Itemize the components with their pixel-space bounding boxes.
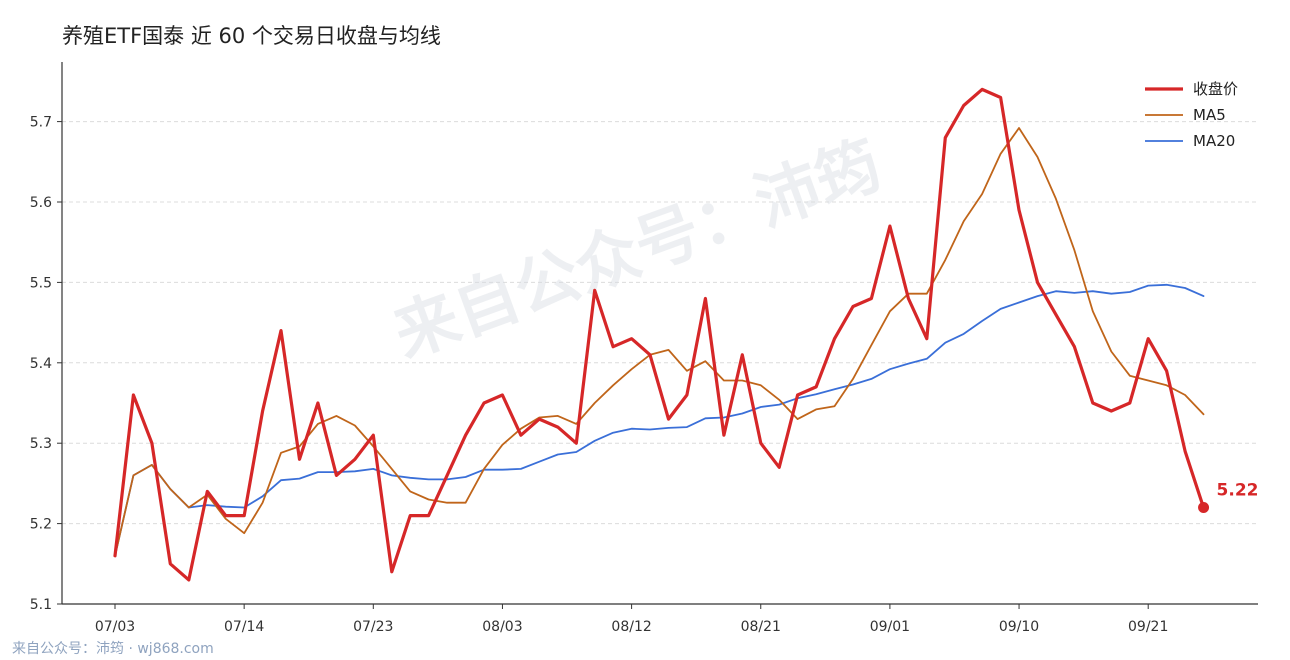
x-tick-label: 08/21 bbox=[741, 619, 781, 635]
series-lines: 5.22 bbox=[113, 87, 1259, 582]
chart-title: 养殖ETF国泰 近 60 个交易日收盘与均线 bbox=[62, 24, 441, 48]
last-point-marker bbox=[1198, 502, 1210, 514]
x-tick-label: 07/03 bbox=[95, 619, 135, 635]
y-tick-label: 5.6 bbox=[30, 195, 52, 211]
x-tick-label: 09/10 bbox=[999, 619, 1039, 635]
watermark-text: 来自公众号：沛筠 bbox=[385, 128, 891, 373]
series-line-close bbox=[113, 87, 1206, 582]
footer-credit: 来自公众号：沛筠 · wj868.com bbox=[12, 641, 214, 657]
legend-label: MA5 bbox=[1193, 106, 1226, 124]
grid-lines bbox=[62, 121, 1258, 525]
legend-label: MA20 bbox=[1193, 132, 1235, 150]
legend-label: 收盘价 bbox=[1193, 80, 1238, 98]
x-tick-label: 08/12 bbox=[611, 619, 651, 635]
watermark: 来自公众号：沛筠 bbox=[385, 128, 891, 373]
y-tick-label: 5.4 bbox=[30, 356, 52, 372]
x-tick-label: 07/23 bbox=[353, 619, 393, 635]
y-tick-label: 5.7 bbox=[30, 115, 52, 131]
series-line-ma20 bbox=[114, 283, 1205, 557]
axes: 5.1 5.2 5.3 5.4 5.5 5.6 5.7 07/03 07/14 07/23 08/0… bbox=[30, 62, 1258, 635]
x-tick-label: 09/01 bbox=[870, 619, 910, 635]
y-tick-label: 5.1 bbox=[30, 597, 52, 613]
x-tick-label: 08/03 bbox=[482, 619, 522, 635]
legend: 收盘价 MA5 MA20 bbox=[1145, 80, 1238, 150]
y-tick-label: 5.2 bbox=[30, 517, 52, 533]
y-tick-label: 5.5 bbox=[30, 275, 52, 291]
last-value-label: 5.22 bbox=[1217, 481, 1259, 501]
x-tick-label: 09/21 bbox=[1128, 619, 1168, 635]
y-tick-label: 5.3 bbox=[30, 436, 52, 452]
x-tick-label: 07/14 bbox=[224, 619, 264, 635]
